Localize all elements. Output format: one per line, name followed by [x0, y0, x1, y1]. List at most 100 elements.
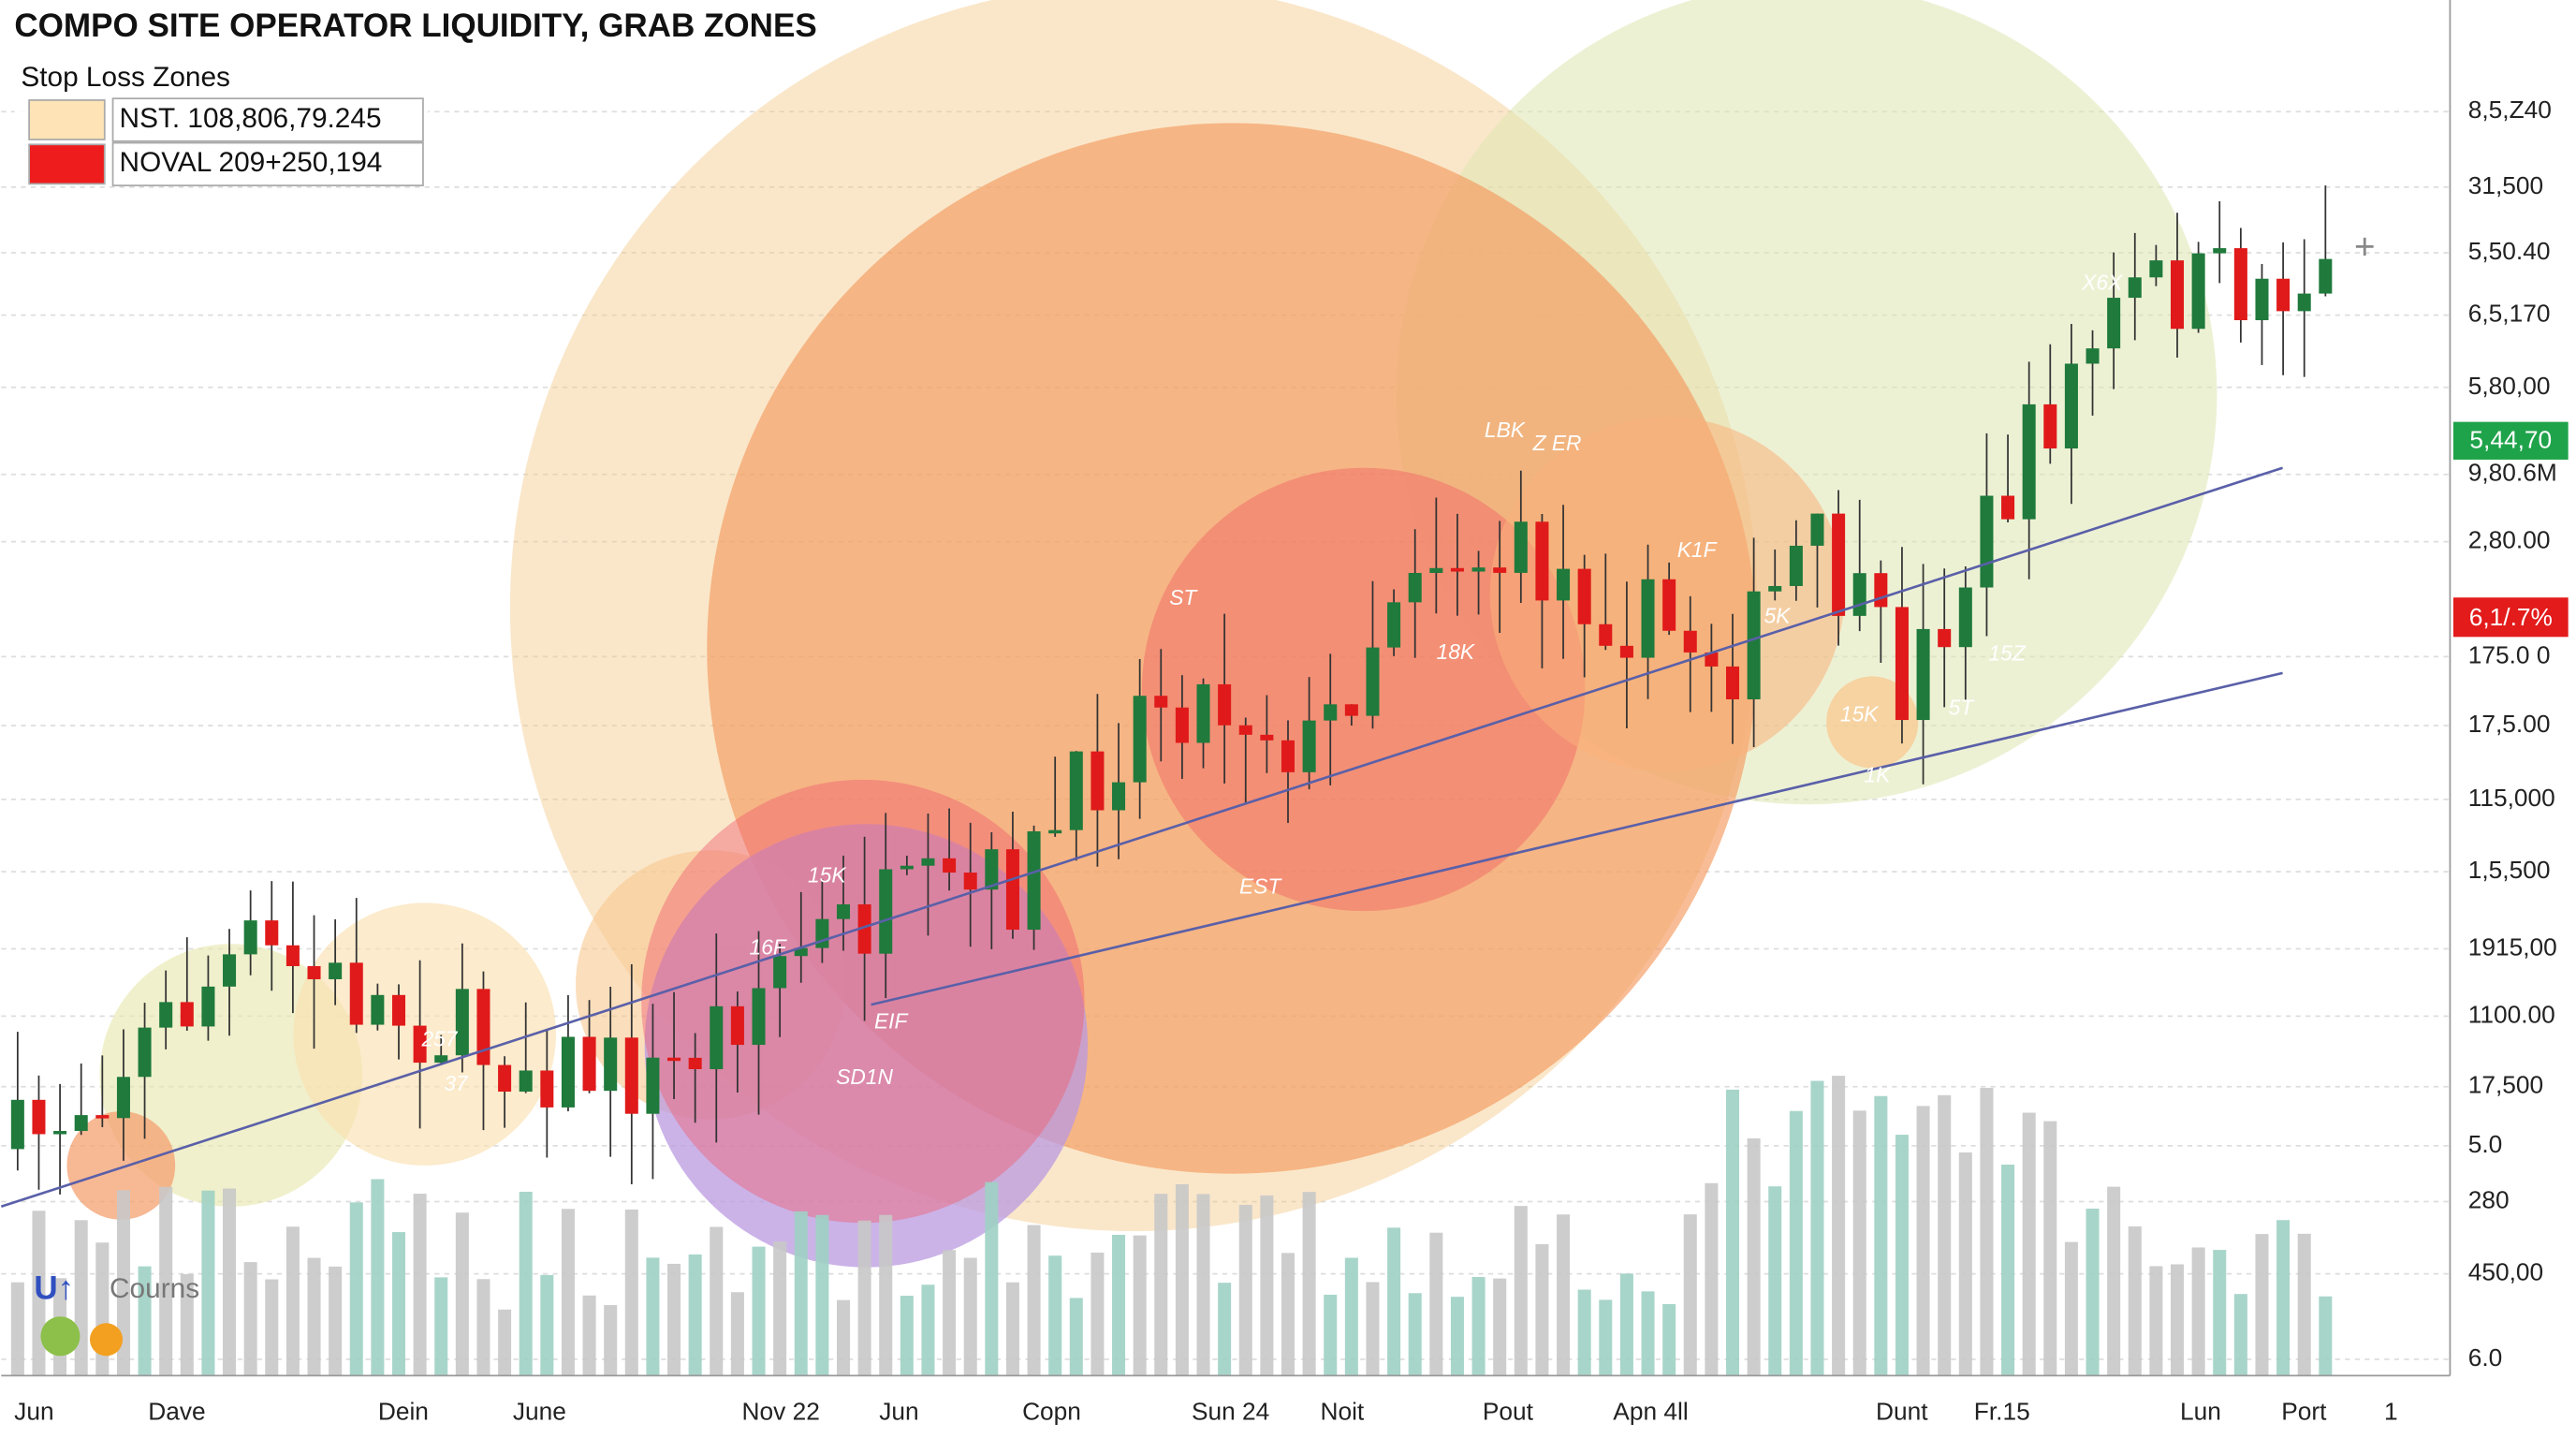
- candle-body: [624, 1037, 638, 1114]
- candle-body: [476, 989, 490, 1065]
- candle-body: [1048, 829, 1062, 834]
- candle-body: [1662, 579, 1676, 631]
- volume-bar: [1048, 1255, 1062, 1376]
- volume-bar: [1324, 1294, 1338, 1376]
- candle-body: [2255, 278, 2269, 320]
- candle-body: [223, 954, 237, 987]
- candle-body: [2319, 258, 2333, 294]
- annotation: 15K: [1840, 702, 1880, 726]
- volume-bar: [1895, 1135, 1909, 1376]
- x-tick-label: Dein: [378, 1398, 429, 1426]
- candle-body: [498, 1064, 512, 1093]
- candle-body: [1324, 704, 1338, 721]
- candle-body: [1705, 652, 1719, 667]
- zone: [66, 1111, 176, 1220]
- candle-body: [1557, 568, 1571, 601]
- candle-body: [1471, 567, 1486, 572]
- candle-body: [307, 965, 321, 979]
- y-tick-label: 280: [2468, 1185, 2510, 1213]
- volume-bar: [1557, 1214, 1571, 1376]
- volume: [10, 1076, 2333, 1376]
- volume-bar: [1768, 1186, 1782, 1376]
- volume-bar: [1535, 1243, 1549, 1376]
- volume-bar: [2276, 1220, 2291, 1376]
- candle-body: [540, 1070, 554, 1108]
- candle-body: [2064, 363, 2078, 449]
- volume-bar: [2233, 1294, 2247, 1376]
- x-tick-label: Apn 4ll: [1613, 1398, 1688, 1426]
- candle-body: [710, 1005, 724, 1069]
- y-tick-label: 175.0 0: [2468, 640, 2551, 668]
- candle-body: [1768, 585, 1782, 592]
- volume-bar: [223, 1188, 237, 1376]
- candle-body: [1154, 696, 1168, 708]
- annotation: 18K: [1437, 639, 1476, 664]
- volume-bar: [2191, 1247, 2205, 1376]
- candle-body: [794, 947, 808, 957]
- volume-bar: [879, 1214, 893, 1376]
- volume-bar: [2149, 1266, 2163, 1376]
- annotation: 5T: [1949, 695, 1976, 719]
- candle-body: [1005, 849, 1019, 931]
- volume-bar: [1090, 1252, 1105, 1376]
- volume-bar: [2255, 1234, 2269, 1376]
- volume-bar: [10, 1282, 24, 1376]
- x-tick-label: Port: [2281, 1398, 2327, 1426]
- y-tick-label: 1100.00: [2468, 1000, 2555, 1028]
- candle-body: [371, 994, 385, 1025]
- liquidity-zones: [66, 0, 2217, 1268]
- candle-body: [985, 849, 999, 890]
- candle-body: [519, 1070, 533, 1093]
- volume-bar: [1938, 1094, 1952, 1376]
- volume-bar: [1238, 1204, 1252, 1376]
- candle-body: [1535, 521, 1549, 601]
- volume-bar: [561, 1209, 575, 1376]
- volume-bar: [285, 1226, 300, 1376]
- candle-body: [1916, 628, 1930, 721]
- x-tick-label: Nov 22: [742, 1398, 820, 1426]
- volume-bar: [1027, 1225, 1041, 1376]
- candle-body: [243, 920, 257, 955]
- x-tick-label: Copn: [1022, 1398, 1081, 1426]
- candle-body: [667, 1057, 681, 1062]
- candle-body: [1069, 751, 1083, 830]
- candle-body: [857, 903, 871, 954]
- volume-bar: [1196, 1194, 1210, 1376]
- candle-body: [1027, 830, 1041, 931]
- volume-bar: [349, 1202, 363, 1376]
- volume-bar: [710, 1226, 724, 1376]
- candle-body: [879, 869, 893, 954]
- badge-label: 5,44,70: [2469, 426, 2552, 454]
- volume-bar: [582, 1295, 596, 1376]
- candle-body: [413, 1025, 427, 1064]
- volume-bar: [667, 1263, 681, 1376]
- annotation: 16F: [750, 934, 787, 959]
- volume-bar: [752, 1246, 766, 1376]
- candle-body: [455, 989, 469, 1056]
- volume-bar: [730, 1292, 744, 1376]
- y-tick-label: 17,500: [2468, 1071, 2543, 1099]
- volume-bar: [180, 1273, 194, 1376]
- volume-bar: [2022, 1112, 2036, 1376]
- candle-body: [1725, 666, 1740, 699]
- annotation: 257: [420, 1027, 458, 1051]
- candle-body: [265, 920, 279, 946]
- volume-bar: [1641, 1291, 1655, 1376]
- candle-body: [1260, 734, 1274, 741]
- volume-bar: [2170, 1264, 2185, 1376]
- volume-bar: [1874, 1095, 1888, 1376]
- candle-body: [138, 1027, 152, 1078]
- watermark-text: Courns: [110, 1273, 199, 1304]
- volume-bar: [688, 1254, 702, 1376]
- candle-body: [285, 945, 300, 966]
- candle-body: [1599, 624, 1613, 646]
- y-tick-label: 2,80.00: [2468, 526, 2551, 554]
- candle-body: [2022, 404, 2036, 520]
- candle-body: [1133, 696, 1147, 783]
- volume-bar: [943, 1250, 957, 1376]
- candle-body: [604, 1037, 618, 1092]
- candle-body: [2086, 348, 2100, 364]
- candle-body: [1747, 591, 1761, 699]
- volume-bar: [159, 1186, 173, 1376]
